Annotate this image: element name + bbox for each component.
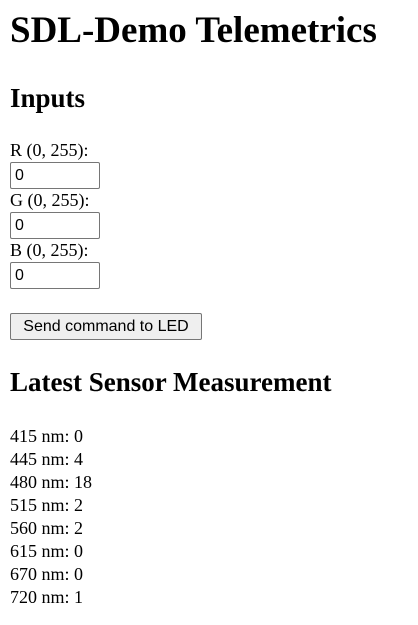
r-label: R (0, 255): bbox=[10, 140, 89, 160]
g-label: G (0, 255): bbox=[10, 190, 90, 210]
measurement-value: 0 bbox=[74, 541, 84, 561]
measurement-wavelength: 560 nm bbox=[10, 518, 65, 538]
b-input[interactable] bbox=[10, 262, 100, 289]
sensor-heading: Latest Sensor Measurement bbox=[10, 367, 332, 397]
measurement-row: 615 nm: 0 bbox=[10, 541, 84, 561]
measurement-value: 0 bbox=[74, 426, 84, 446]
measurement-value: 18 bbox=[74, 472, 93, 492]
inputs-heading: Inputs bbox=[10, 83, 86, 113]
r-input[interactable] bbox=[10, 162, 100, 189]
measurement-value: 2 bbox=[74, 495, 84, 515]
measurement-wavelength: 670 nm bbox=[10, 564, 65, 584]
g-input[interactable] bbox=[10, 212, 100, 239]
send-command-button[interactable]: Send command to LED bbox=[10, 313, 202, 340]
measurement-row: 670 nm: 0 bbox=[10, 564, 84, 584]
measurement-wavelength: 615 nm bbox=[10, 541, 65, 561]
measurement-value: 1 bbox=[74, 587, 84, 607]
measurement-wavelength: 480 nm bbox=[10, 472, 65, 492]
measurement-wavelength: 445 nm bbox=[10, 449, 65, 469]
measurement-row: 415 nm: 0 bbox=[10, 426, 84, 446]
measurement-list: 415 nm: 0 445 nm: 4 480 nm: 18 515 nm: 2… bbox=[10, 425, 92, 609]
measurement-wavelength: 415 nm bbox=[10, 426, 65, 446]
measurement-row: 515 nm: 2 bbox=[10, 495, 84, 515]
page-title: SDL-Demo Telemetrics bbox=[10, 10, 377, 51]
measurement-value: 0 bbox=[74, 564, 84, 584]
measurement-row: 445 nm: 4 bbox=[10, 449, 84, 469]
measurement-value: 2 bbox=[74, 518, 84, 538]
measurement-row: 560 nm: 2 bbox=[10, 518, 84, 538]
measurement-row: 720 nm: 1 bbox=[10, 587, 84, 607]
measurement-value: 4 bbox=[74, 449, 84, 469]
b-label: B (0, 255): bbox=[10, 240, 89, 260]
measurement-wavelength: 515 nm bbox=[10, 495, 65, 515]
measurement-wavelength: 720 nm bbox=[10, 587, 65, 607]
measurement-row: 480 nm: 18 bbox=[10, 472, 93, 492]
